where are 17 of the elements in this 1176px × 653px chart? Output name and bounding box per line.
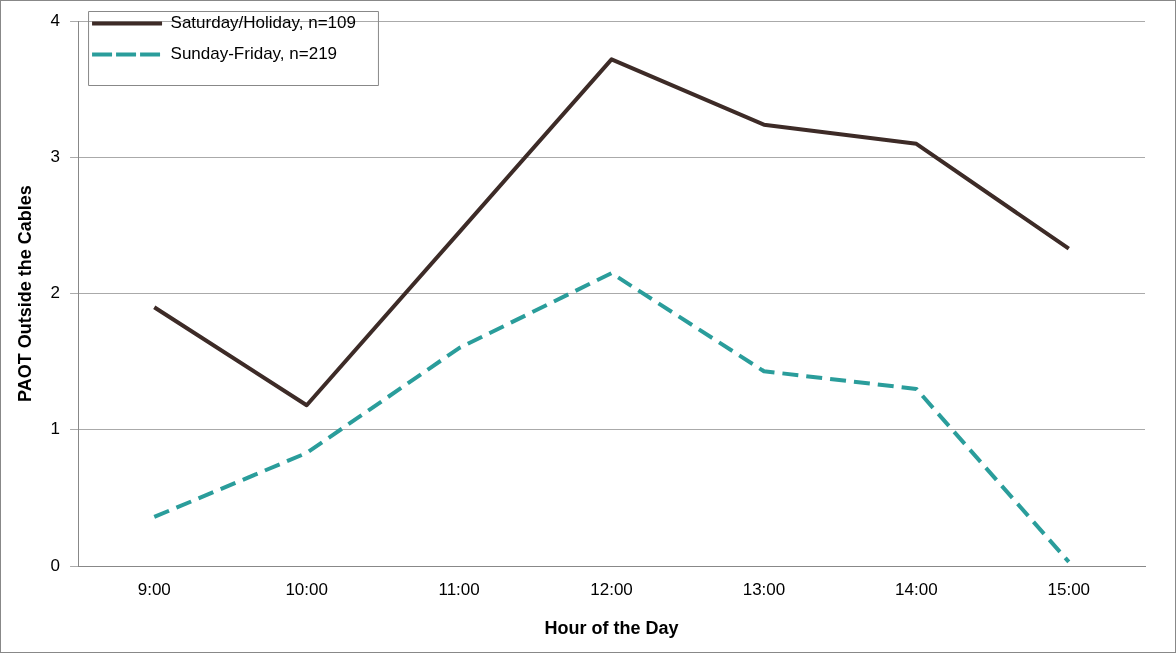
x-tick-label: 13:00 — [742, 579, 786, 599]
x-tick-label: 10:00 — [285, 579, 328, 599]
x-axis-title: Hour of the Day — [544, 618, 679, 639]
legend-label: Saturday/Holiday, n=109 — [170, 13, 356, 33]
y-tick-label: 2 — [50, 283, 61, 303]
x-tick-label: 12:00 — [590, 579, 633, 599]
x-tick-label: 11:00 — [438, 579, 480, 599]
legend-label: Sunday-Friday, n=219 — [170, 44, 338, 64]
x-tick-label: 14:00 — [895, 579, 938, 599]
y-tick-label: 4 — [50, 10, 61, 30]
y-tick-label: 0 — [50, 555, 61, 575]
y-axis-title: PAOT Outside the Cables — [14, 185, 35, 402]
x-tick-label: 15:00 — [1047, 579, 1091, 599]
y-tick-label: 1 — [50, 419, 61, 439]
x-tick-label: 9:00 — [137, 579, 171, 599]
line-series — [152, 271, 1071, 564]
y-tick-label: 3 — [50, 147, 61, 167]
